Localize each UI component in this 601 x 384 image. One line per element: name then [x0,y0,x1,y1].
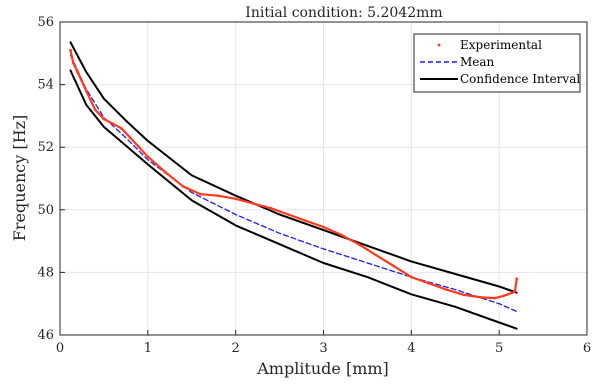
y-axis-title: Frequency [Hz] [10,115,29,242]
legend-label-mean: Mean [460,55,495,69]
x-tick-label: 0 [56,341,64,356]
experimental-point [462,293,466,297]
experimental-point [234,197,237,201]
experimental-point [480,296,483,299]
experimental-point [511,291,514,295]
experimental-point [137,145,141,149]
legend-label-experimental: Experimental [460,38,542,52]
experimental-point [515,277,519,280]
experimental-point [76,70,79,74]
experimental-point [322,225,325,229]
experimental-point [513,289,517,293]
series-confidence-interval-lower-line [69,69,518,330]
x-axis-title: Amplitude [mm] [256,359,389,378]
y-tick-label: 50 [37,203,54,218]
experimental-point [102,117,106,121]
experimental-point [287,213,290,216]
legend-label-confidence-interval: Confidence Interval [460,72,580,86]
experimental-point [445,288,448,291]
experimental-point [357,242,360,246]
experimental-point [69,48,72,52]
x-tick-label: 5 [495,341,503,356]
legend-item-experimental: Experimental [437,38,542,52]
experimental-point [216,194,220,198]
experimental-point [374,253,378,257]
experimental-point [128,136,132,140]
series-experimental-line [69,49,518,300]
x-tick-label: 6 [583,341,591,356]
legend-item-mean: Mean [420,55,495,69]
experimental-point [304,219,308,223]
experimental-point [506,293,510,296]
experimental-point [392,264,396,268]
experimental-point [93,108,97,111]
experimental-point [164,170,167,174]
experimental-point [181,185,185,188]
legend-box [413,33,581,93]
experimental-point [502,294,505,298]
experimental-point [427,282,431,285]
chart-title: Initial condition: 5.2042mm [245,5,442,21]
x-tick-label: 3 [319,341,327,356]
y-tick-label: 56 [37,15,54,30]
experimental-point [339,233,343,237]
experimental-point [120,127,123,130]
x-tick-label: 1 [144,341,152,356]
experimental-point [71,61,75,64]
y-tick-label: 54 [37,78,54,93]
x-ticks: 0 1 2 3 4 5 6 [56,330,591,356]
series-layer [69,41,519,330]
experimental-point [146,155,150,158]
legend-item-confidence-interval: Confidence Interval [420,72,580,86]
x-tick-label: 2 [232,341,240,356]
y-tick-label: 46 [37,328,54,343]
experimental-point [269,206,273,210]
experimental-point [199,192,202,196]
experimental-point [85,89,88,93]
experimental-point [111,122,114,126]
legend-swatch-experimental [437,43,441,47]
x-tick-label: 4 [407,341,415,356]
y-tick-label: 52 [37,140,54,155]
experimental-point [410,275,413,279]
experimental-point [251,202,255,205]
y-tick-label: 48 [37,265,54,280]
experimental-point [493,296,497,300]
legend: Experimental Mean Confidence Interval [413,33,581,93]
y-ticks: 46 48 50 52 54 56 [37,15,65,343]
